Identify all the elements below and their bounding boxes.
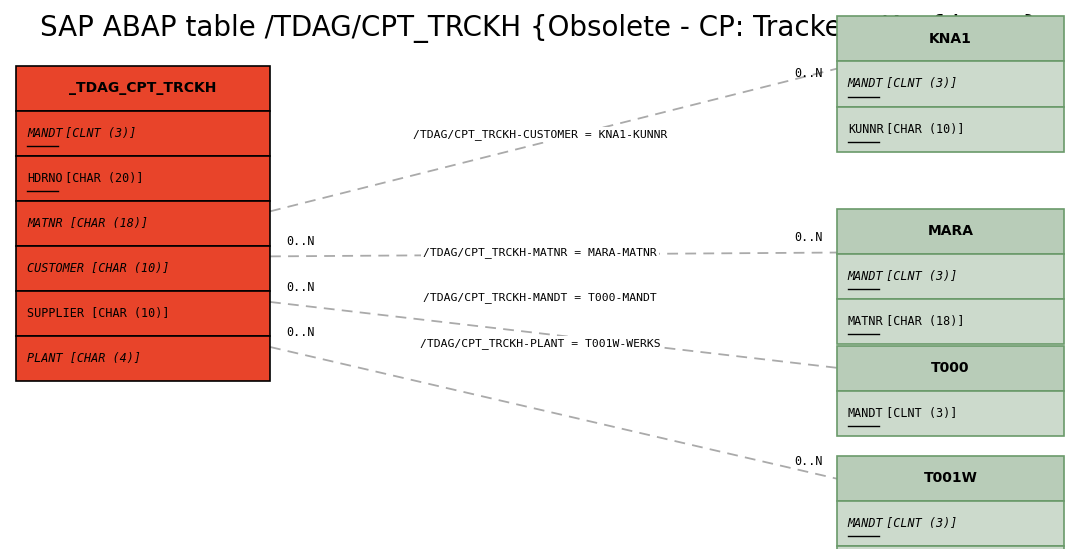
Text: /TDAG/CPT_TRCKH-PLANT = T001W-WERKS: /TDAG/CPT_TRCKH-PLANT = T001W-WERKS [420,338,660,349]
Bar [837,456,1064,501]
Bar [837,299,1064,344]
Text: MANDT: MANDT [848,270,883,283]
Text: [CLNT (3)]: [CLNT (3)] [879,270,957,283]
Bar [837,254,1064,299]
Text: 0..N: 0..N [794,66,822,80]
Text: MANDT: MANDT [27,127,63,140]
Bar [837,391,1064,436]
Text: /TDAG/CPT_TRCKH-CUSTOMER = KNA1-KUNNR: /TDAG/CPT_TRCKH-CUSTOMER = KNA1-KUNNR [413,129,667,140]
Bar [16,156,270,201]
Text: /TDAG/CPT_TRCKH-MANDT = T000-MANDT: /TDAG/CPT_TRCKH-MANDT = T000-MANDT [423,292,657,303]
Text: 0..N: 0..N [286,235,314,248]
Text: MARA: MARA [928,224,973,238]
Bar [837,107,1064,152]
Text: _TDAG_CPT_TRCKH: _TDAG_CPT_TRCKH [69,81,217,96]
Text: SUPPLIER [CHAR (10)]: SUPPLIER [CHAR (10)] [27,307,170,320]
Bar [16,246,270,291]
Text: 0..N: 0..N [286,326,314,339]
Text: 0..N: 0..N [286,281,314,294]
Text: CUSTOMER [CHAR (10)]: CUSTOMER [CHAR (10)] [27,262,170,275]
Bar [837,61,1064,107]
Text: 0..N: 0..N [794,455,822,468]
Text: [CHAR (20)]: [CHAR (20)] [58,172,144,185]
Text: [CLNT (3)]: [CLNT (3)] [879,77,957,91]
Text: PLANT [CHAR (4)]: PLANT [CHAR (4)] [27,352,141,365]
Bar [16,336,270,381]
Text: MANDT: MANDT [848,407,883,420]
Text: HDRNO: HDRNO [27,172,63,185]
Bar [837,209,1064,254]
Text: KUNNR: KUNNR [848,122,883,136]
Text: MATNR: MATNR [848,315,883,328]
Bar [837,546,1064,549]
Text: [CLNT (3)]: [CLNT (3)] [879,407,957,420]
Bar [16,66,270,111]
Text: KNA1: KNA1 [929,32,972,46]
Text: [CHAR (18)]: [CHAR (18)] [879,315,964,328]
Text: [CHAR (10)]: [CHAR (10)] [879,122,964,136]
Text: [CLNT (3)]: [CLNT (3)] [879,517,957,530]
Bar [16,111,270,156]
Text: [CLNT (3)]: [CLNT (3)] [58,127,136,140]
Text: 0..N: 0..N [794,231,822,244]
Bar [837,501,1064,546]
Text: T001W: T001W [923,471,977,485]
Text: MANDT: MANDT [848,517,883,530]
Text: MATNR [CHAR (18)]: MATNR [CHAR (18)] [27,217,148,230]
Text: T000: T000 [931,361,970,376]
Bar [16,291,270,336]
Bar [837,16,1064,61]
Bar [837,346,1064,391]
Text: /TDAG/CPT_TRCKH-MATNR = MARA-MATNR: /TDAG/CPT_TRCKH-MATNR = MARA-MATNR [423,247,657,258]
Bar [16,201,270,246]
Text: SAP ABAP table /TDAG/CPT_TRCKH {Obsolete - CP: Tracker - Kopfdaten}: SAP ABAP table /TDAG/CPT_TRCKH {Obsolete… [40,14,1040,43]
Text: MANDT: MANDT [848,77,883,91]
